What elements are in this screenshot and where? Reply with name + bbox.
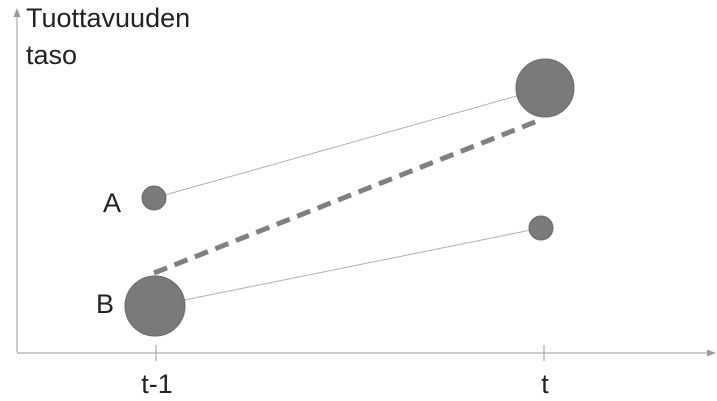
bubble-b-t-1 (124, 275, 186, 337)
line-a (153, 87, 546, 199)
bubble-a-t-1 (141, 185, 167, 211)
line-b (154, 227, 542, 307)
y-axis-title-line1: Tuottavuuden (26, 3, 190, 33)
x-axis-arrow (707, 349, 716, 357)
point-label-a: A (103, 188, 121, 218)
y-axis-title-line2: taso (26, 40, 77, 70)
x-tick-label-t-1: t-1 (141, 369, 173, 399)
y-axis-arrow (13, 8, 21, 17)
x-tick-label-t: t (541, 369, 549, 399)
bubble-a-t (515, 58, 575, 118)
point-label-b: B (96, 289, 114, 319)
bubble-b-t (528, 215, 554, 241)
average-dashed-line (153, 117, 541, 276)
